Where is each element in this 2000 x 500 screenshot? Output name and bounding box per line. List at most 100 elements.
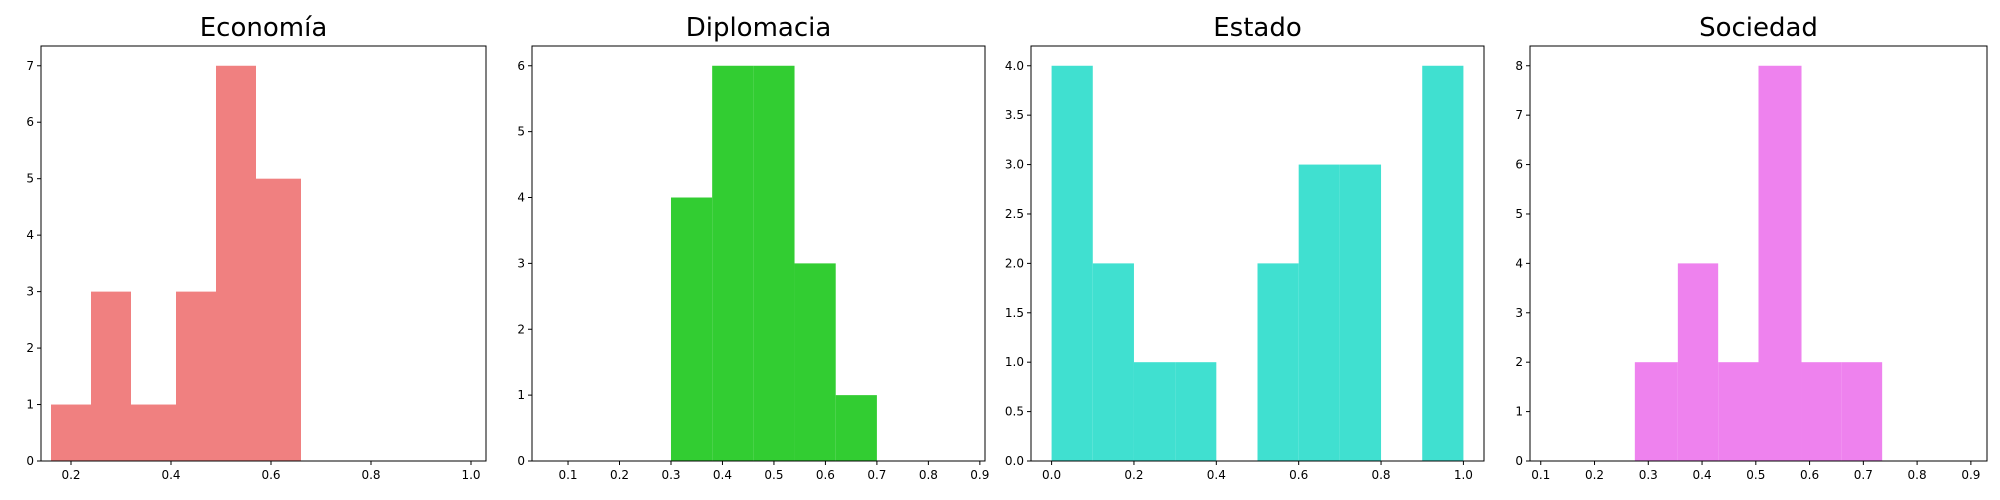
y-tick-label: 3: [26, 285, 34, 299]
x-tick-label: 0.9: [970, 468, 989, 482]
y-tick-label: 5: [1515, 207, 1523, 221]
histogram-bar: [1677, 263, 1719, 461]
histogram-bar: [670, 197, 713, 461]
y-tick-label: 8: [1515, 59, 1523, 73]
x-tick-label: 0.4: [1207, 468, 1226, 482]
y-tick-label: 3.0: [1005, 158, 1024, 172]
x-tick-label: 0.2: [610, 468, 629, 482]
histogram-bar: [256, 178, 301, 461]
x-tick-label: 0.6: [1289, 468, 1308, 482]
histogram-bar: [1634, 362, 1678, 461]
y-tick-label: 1.0: [1005, 355, 1024, 369]
x-tick-label: 0.8: [1908, 468, 1927, 482]
histogram-bar: [51, 404, 91, 461]
chart-title: Sociedad: [1699, 13, 1818, 43]
y-tick-label: 0: [26, 454, 34, 468]
histogram-panel: 0.1 0.2 0.3 0.4 0.5 0.6 0.7 0.8 0.9 0 1 2 3 4 5 6 7 8 Soci…: [1515, 13, 1988, 482]
y-tick-label: 3: [1515, 306, 1523, 320]
histogram-bar: [1175, 362, 1217, 461]
y-tick-label: 3.5: [1005, 108, 1024, 122]
y-tick-label: 7: [1515, 108, 1523, 122]
histogram-bar: [131, 404, 176, 461]
histogram-bar: [1718, 362, 1759, 461]
histogram-bar: [1422, 65, 1464, 461]
x-tick-label: 0.2: [61, 468, 80, 482]
histogram-bar: [1339, 164, 1382, 462]
histogram-bar: [753, 65, 795, 461]
x-tick-label: 0.5: [1746, 468, 1765, 482]
y-tick-label: 6: [26, 115, 34, 129]
y-tick-label: 4: [26, 228, 34, 242]
x-tick-label: 1.0: [461, 468, 480, 482]
chart-title: Estado: [1213, 13, 1302, 43]
y-tick-label: 7: [26, 59, 34, 73]
x-tick-label: 0.4: [1693, 468, 1712, 482]
y-tick-label: 2: [26, 341, 34, 355]
x-tick-label: 0.4: [713, 468, 732, 482]
x-tick-label: 0.3: [1639, 468, 1658, 482]
x-tick-label: 0.6: [1800, 468, 1819, 482]
x-tick-label: 0.3: [661, 468, 680, 482]
x-tick-label: 0.7: [867, 468, 886, 482]
y-tick-label: 4: [1515, 256, 1523, 270]
chart-title: Economía: [200, 13, 328, 43]
x-tick-label: 0.5: [764, 468, 783, 482]
axes-frame: [531, 45, 986, 462]
x-tick-label: 0.6: [261, 468, 280, 482]
histogram-bar: [835, 395, 877, 461]
y-tick-label: 0: [517, 454, 525, 468]
x-tick-label: 1.0: [1454, 468, 1473, 482]
y-tick-label: 4.0: [1005, 59, 1024, 73]
histogram-bar: [1133, 362, 1176, 461]
axes-frame: [40, 45, 487, 462]
y-tick-label: 0.0: [1005, 454, 1024, 468]
y-tick-label: 5: [517, 125, 525, 139]
axes-frame: [1529, 45, 1988, 462]
histogram-bar: [216, 65, 256, 461]
x-tick-label: 0.1: [558, 468, 577, 482]
axes-frame: [1030, 45, 1485, 462]
histogram-bar: [1092, 263, 1134, 461]
histogram-bar: [794, 263, 836, 461]
x-tick-label: 0.8: [1371, 468, 1390, 482]
x-tick-label: 0.9: [1961, 468, 1980, 482]
x-tick-label: 0.1: [1531, 468, 1550, 482]
y-tick-label: 1: [517, 388, 525, 402]
histogram-bar: [1801, 362, 1842, 461]
chart-title: Diplomacia: [686, 13, 832, 43]
x-tick-label: 0.0: [1042, 468, 1061, 482]
histogram-bar: [1298, 164, 1340, 462]
y-tick-label: 3: [517, 256, 525, 270]
x-tick-label: 0.4: [161, 468, 180, 482]
y-tick-label: 4: [517, 191, 525, 205]
y-tick-label: 0.5: [1005, 405, 1024, 419]
y-tick-label: 6: [517, 59, 525, 73]
histogram-bar: [1051, 65, 1093, 461]
histogram-bar: [1758, 65, 1802, 461]
y-tick-label: 2: [1515, 355, 1523, 369]
histogram-panel: 0.0 0.2 0.4 0.6 0.8 1.0 0.0 0.5 1.0 1.5 2.0 2.5 3.0 3…: [1005, 13, 1485, 482]
y-tick-label: 2.0: [1005, 256, 1024, 270]
y-tick-label: 2: [517, 322, 525, 336]
x-tick-label: 0.2: [1124, 468, 1143, 482]
y-tick-label: 5: [26, 172, 34, 186]
histogram-bar: [1257, 263, 1299, 461]
x-tick-label: 0.2: [1585, 468, 1604, 482]
x-tick-label: 0.8: [919, 468, 938, 482]
histogram-bar: [1841, 362, 1883, 461]
x-tick-label: 0.6: [816, 468, 835, 482]
y-tick-label: 1.5: [1005, 306, 1024, 320]
y-tick-label: 1: [1515, 405, 1523, 419]
histogram-bar: [176, 291, 216, 461]
histogram-panel: 0.2 0.4 0.6 0.8 1.0 0 1 2 3 4 5 6 7 Economía: [26, 13, 487, 482]
histogram-bar: [712, 65, 754, 461]
y-tick-label: 0: [1515, 454, 1523, 468]
histogram-bar: [91, 291, 131, 461]
y-tick-label: 1: [26, 398, 34, 412]
y-tick-label: 2.5: [1005, 207, 1024, 221]
x-tick-label: 0.8: [361, 468, 380, 482]
y-tick-label: 6: [1515, 158, 1523, 172]
x-tick-label: 0.7: [1854, 468, 1873, 482]
histogram-panel: 0.1 0.2 0.3 0.4 0.5 0.6 0.7 0.8 0.9 0 1 2 3 4 5 6 Diplom…: [517, 13, 989, 482]
